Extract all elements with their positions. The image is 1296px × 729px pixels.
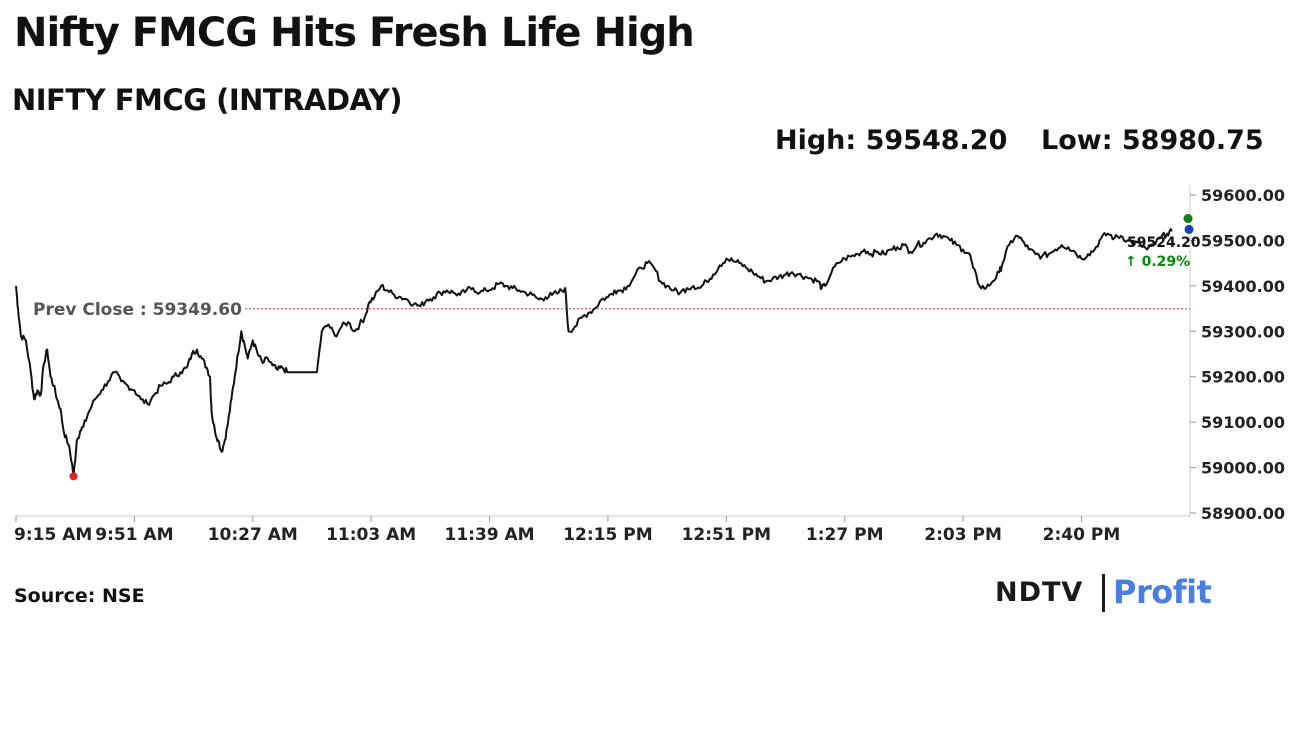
x-tick-label: 9:15 AM (14, 525, 92, 545)
y-tick-label: 59400.00 (1201, 277, 1285, 296)
y-tick-label: 59500.00 (1201, 231, 1285, 250)
logo-profit-text: Profit (1113, 573, 1212, 611)
last-price-label: 59524.20 (1127, 235, 1201, 251)
y-tick-label: 59300.00 (1201, 322, 1285, 341)
y-tick-label: 59000.00 (1201, 459, 1285, 478)
headline: Nifty FMCG Hits Fresh Life High (14, 10, 695, 56)
y-tick-label: 59100.00 (1201, 413, 1285, 432)
prev-close-label: Prev Close : 59349.60 (33, 300, 242, 320)
price-series-line (15, 227, 1173, 478)
y-tick-label: 59200.00 (1201, 368, 1285, 387)
change-percent-label: ↑ 0.29% (1125, 254, 1190, 270)
logo-divider (1102, 574, 1105, 612)
logo-ndtv-text: NDTV (995, 577, 1084, 608)
x-tick-label: 2:40 PM (1043, 525, 1121, 545)
x-tick-label: 11:03 AM (326, 525, 416, 545)
day-high-marker (1183, 214, 1193, 224)
day-low: Low: 58980.75 (1041, 125, 1264, 156)
day-high: High: 59548.20 (775, 125, 1008, 156)
x-tick-label: 1:27 PM (806, 525, 884, 545)
y-tick-label: 59600.00 (1201, 186, 1285, 205)
axes: 58900.00 59000.00 59100.00 59200.00 59300.00… (14, 185, 1285, 545)
x-tick-label: 11:39 AM (444, 525, 534, 545)
y-tick-label: 58900.00 (1201, 504, 1285, 523)
x-tick-label: 12:51 PM (682, 525, 771, 545)
x-tick-label: 10:27 AM (208, 525, 298, 545)
day-low-marker (69, 472, 78, 481)
x-tick-label: 9:51 AM (95, 525, 173, 545)
chart-title: NIFTY FMCG (INTRADAY) (12, 83, 402, 117)
x-tick-label: 2:03 PM (924, 525, 1002, 545)
x-tick-label: 12:15 PM (563, 525, 652, 545)
source-note: Source: NSE (14, 585, 145, 607)
last-price-marker (1184, 224, 1194, 234)
